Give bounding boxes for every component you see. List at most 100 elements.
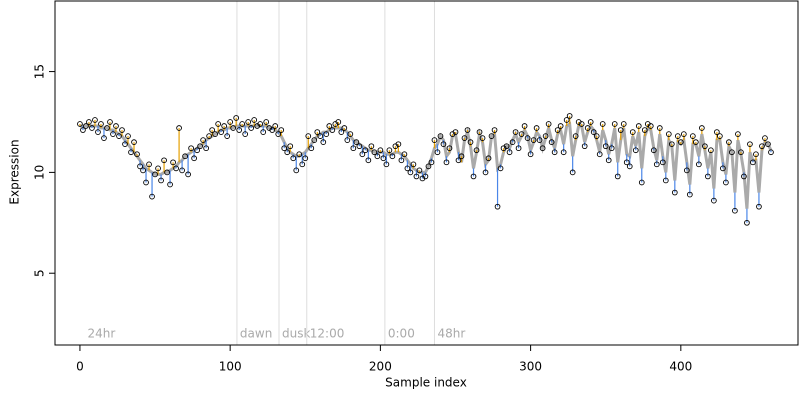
point — [593, 133, 600, 139]
point — [491, 127, 498, 133]
point — [263, 119, 270, 125]
point — [680, 131, 687, 137]
point — [473, 147, 480, 154]
point — [290, 155, 297, 162]
point — [326, 123, 333, 129]
point — [197, 143, 203, 150]
point — [515, 145, 522, 152]
point — [677, 139, 684, 145]
point — [389, 153, 396, 160]
point — [335, 119, 342, 125]
point — [735, 131, 741, 137]
point — [494, 203, 501, 210]
point — [242, 131, 249, 137]
annotation: 24hr — [87, 327, 115, 341]
point — [581, 143, 588, 150]
x-tick-label: 100 — [219, 360, 242, 374]
point — [578, 121, 585, 127]
x-tick-label: 400 — [669, 360, 692, 374]
point — [671, 189, 678, 196]
point — [714, 129, 720, 135]
point — [702, 143, 708, 150]
point — [224, 133, 231, 139]
point — [407, 169, 414, 176]
point — [251, 117, 258, 123]
point — [509, 139, 516, 145]
point — [233, 115, 240, 121]
point — [747, 141, 753, 148]
point — [236, 127, 243, 133]
point — [566, 113, 573, 119]
point — [641, 127, 648, 133]
point — [572, 133, 579, 139]
point — [759, 143, 765, 150]
point — [182, 153, 188, 160]
plot-frame — [54, 0, 799, 346]
point — [650, 147, 657, 154]
point — [705, 173, 711, 180]
point — [350, 145, 357, 152]
point — [708, 147, 714, 154]
point — [149, 193, 155, 200]
point — [611, 121, 618, 127]
point — [206, 133, 212, 139]
point — [185, 171, 191, 178]
point — [434, 149, 441, 156]
point — [674, 133, 681, 139]
x-tick-label: 200 — [369, 360, 392, 374]
point — [479, 135, 486, 141]
point — [221, 123, 228, 129]
point — [467, 139, 474, 145]
x-tick-label: 0 — [76, 360, 84, 374]
point — [188, 145, 194, 152]
point — [569, 169, 576, 176]
point — [338, 129, 345, 135]
point — [587, 119, 594, 125]
point — [401, 151, 408, 158]
point — [665, 131, 672, 137]
point — [711, 197, 717, 204]
point — [287, 143, 294, 150]
point — [308, 145, 315, 152]
point — [146, 161, 152, 168]
point — [440, 141, 447, 148]
point — [92, 117, 98, 123]
point — [119, 127, 125, 133]
point — [620, 121, 627, 127]
point — [83, 123, 89, 129]
point — [605, 157, 612, 164]
point — [551, 149, 558, 156]
point — [524, 135, 531, 141]
point — [732, 207, 738, 214]
point — [227, 119, 234, 125]
annotation: 12:00 — [310, 327, 345, 341]
point — [173, 165, 179, 172]
point — [344, 137, 351, 143]
point — [461, 135, 468, 141]
point — [323, 131, 330, 137]
point — [314, 129, 321, 135]
point — [269, 127, 276, 133]
point — [365, 157, 372, 164]
point — [377, 147, 384, 154]
point — [143, 179, 149, 186]
point — [422, 173, 429, 180]
point — [638, 179, 645, 186]
annotation: dusk — [282, 327, 310, 341]
x-tick-label: 300 — [519, 360, 542, 374]
point — [137, 163, 143, 170]
point — [347, 131, 354, 137]
point — [299, 161, 306, 168]
point — [230, 125, 237, 131]
point — [717, 133, 723, 139]
point — [723, 179, 729, 186]
point — [738, 149, 744, 156]
point — [431, 137, 438, 143]
point — [239, 121, 246, 127]
point — [116, 133, 122, 139]
point — [272, 123, 279, 129]
point — [768, 149, 774, 156]
point — [485, 155, 492, 162]
point — [506, 149, 513, 156]
point — [104, 125, 110, 131]
